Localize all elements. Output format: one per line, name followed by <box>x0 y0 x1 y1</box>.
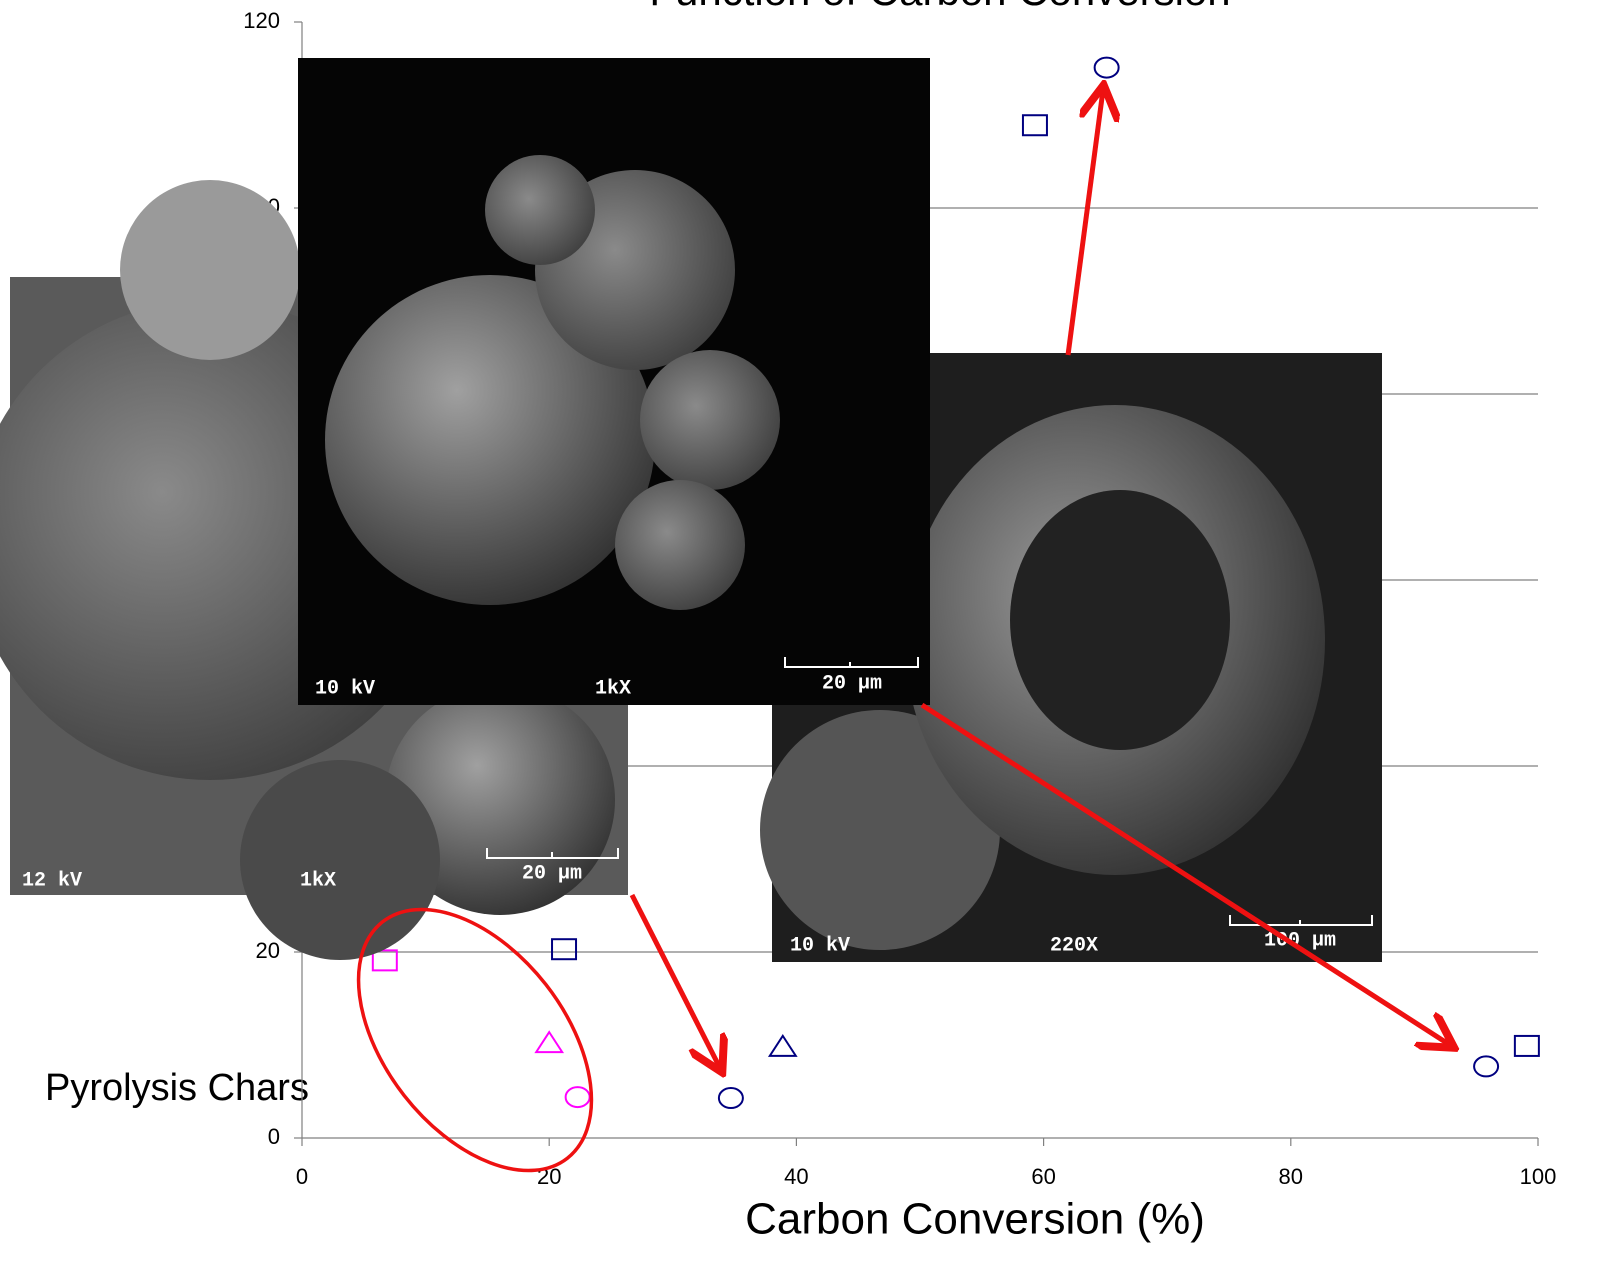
x-tick-label: 0 <box>296 1164 308 1189</box>
page: Function of Carbon Conversion Carbon Con… <box>0 0 1612 1287</box>
x-axis-label: Carbon Conversion (%) <box>745 1195 1205 1244</box>
sem-label: 1kX <box>300 869 336 892</box>
sem-label: 20 µm <box>522 862 582 885</box>
data-point <box>552 939 576 959</box>
y-tick-label: 0 <box>268 1124 280 1149</box>
sem-label: 10 kV <box>790 934 850 957</box>
data-point <box>1095 58 1119 78</box>
overlays: 12 kV 1kX 20 µm 10 kV 220X 100 µm 10 kV … <box>0 58 1450 1214</box>
chart-title: Function of Carbon Conversion <box>649 0 1230 14</box>
data-point <box>373 950 397 970</box>
sem-image: 10 kV 1kX 20 µm <box>298 58 930 705</box>
sem-label: 10 kV <box>315 677 375 700</box>
annotation: Pyrolysis Chars <box>45 1067 309 1109</box>
data-point <box>1023 115 1047 135</box>
sem-label: 220X <box>1050 934 1098 957</box>
x-tick-label: 100 <box>1520 1164 1557 1189</box>
data-point <box>536 1032 562 1052</box>
chart: Function of Carbon Conversion Carbon Con… <box>0 0 1612 1287</box>
data-point <box>719 1088 743 1108</box>
sem-label: 20 µm <box>822 672 882 695</box>
data-point <box>1474 1056 1498 1076</box>
data-point <box>566 1087 590 1107</box>
sem-label: 1kX <box>595 677 631 700</box>
sem-label: 12 kV <box>22 869 82 892</box>
y-tick-label: 20 <box>256 938 280 963</box>
data-point <box>1515 1036 1539 1056</box>
y-tick-label: 120 <box>243 8 280 33</box>
x-tick-label: 80 <box>1279 1164 1303 1189</box>
data-point <box>770 1036 796 1056</box>
x-tick-label: 60 <box>1031 1164 1055 1189</box>
x-tick-label: 40 <box>784 1164 808 1189</box>
